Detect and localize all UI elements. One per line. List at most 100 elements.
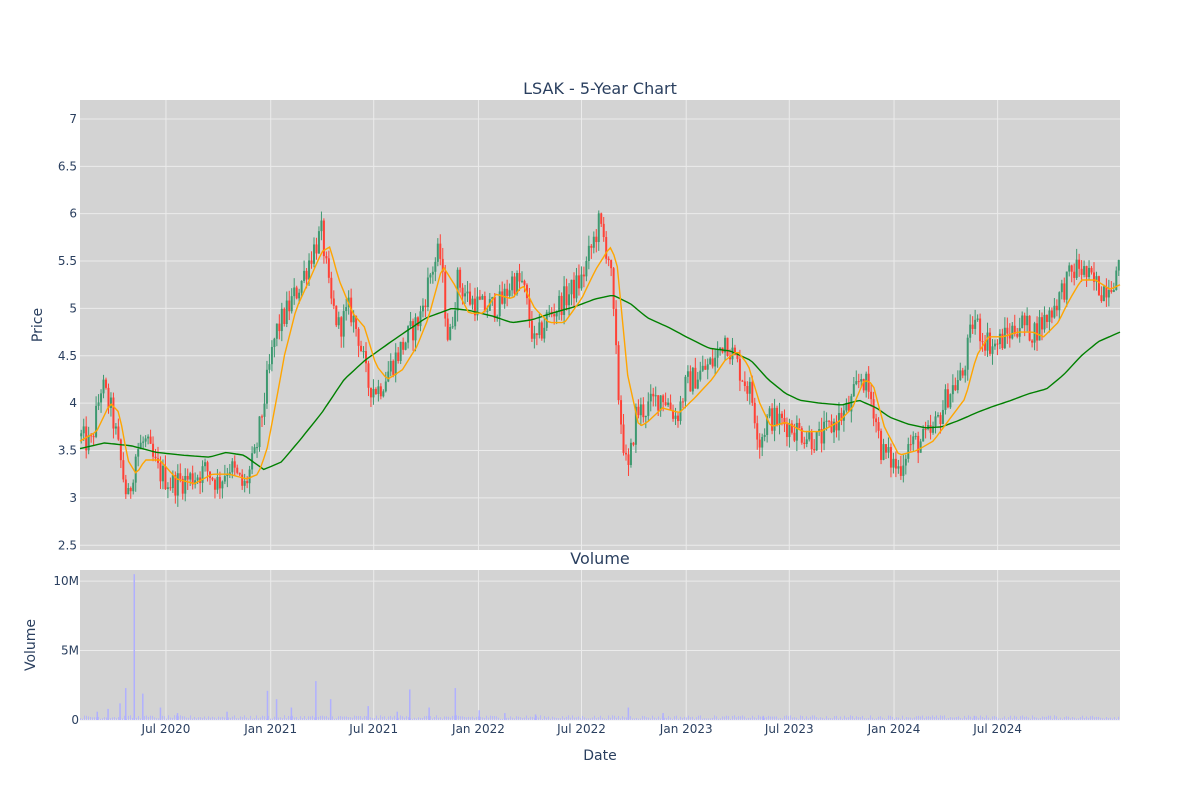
candle-up-body: [486, 310, 489, 312]
candle-up-body: [1021, 315, 1024, 329]
volume-bar: [194, 716, 195, 720]
volume-bar: [200, 717, 201, 720]
candle-up-body: [882, 444, 885, 460]
candle-up-body: [345, 307, 348, 312]
volume-bar: [314, 717, 315, 720]
volume-bar: [838, 718, 839, 720]
candle-down-body: [625, 452, 627, 455]
candle-down-body: [117, 426, 120, 440]
candle-down-body: [870, 391, 873, 400]
candle-up-body: [466, 291, 469, 294]
volume-bar: [916, 716, 917, 720]
candle-up-body: [563, 286, 566, 315]
candle-up-body: [731, 347, 734, 360]
price-plot-area: [80, 100, 1120, 550]
candle-down-body: [751, 381, 754, 403]
candle-down-body: [781, 413, 783, 418]
volume-bar: [842, 718, 843, 720]
candle-down-body: [211, 477, 214, 480]
candle-down-body: [820, 429, 823, 444]
candle-up-body: [860, 379, 863, 382]
volume-bar: [324, 716, 325, 720]
volume-spike-bar: [133, 574, 136, 720]
candle-up-body: [147, 436, 150, 439]
candle-down-body: [174, 475, 177, 496]
candle-up-body: [1043, 314, 1046, 330]
volume-bar: [136, 717, 137, 720]
candle-up-body: [377, 386, 380, 395]
candle-up-body: [253, 447, 256, 454]
volume-bar: [900, 718, 901, 720]
candle-up-body: [362, 351, 365, 353]
candle-up-body: [805, 439, 808, 445]
volume-bar: [1084, 718, 1085, 720]
volume-bar: [452, 715, 453, 720]
candle-down-body: [218, 477, 221, 489]
candle-up-body: [912, 436, 915, 445]
candle-up-body: [508, 290, 511, 296]
volume-bar: [500, 718, 501, 720]
volume-bar: [502, 718, 503, 720]
candle-down-body: [513, 276, 516, 294]
volume-bar: [400, 715, 401, 720]
volume-bar: [880, 716, 881, 720]
volume-bar: [884, 718, 885, 720]
candle-down-body: [758, 439, 761, 448]
candle-up-body: [761, 436, 764, 448]
candle-up-body: [639, 404, 642, 416]
candle-up-body: [204, 462, 207, 467]
candle-up-body: [1112, 290, 1115, 292]
volume-bar: [508, 717, 509, 720]
volume-bar: [552, 716, 553, 720]
candle-down-body: [1055, 305, 1058, 311]
volume-bar: [164, 716, 165, 720]
volume-bar: [284, 715, 285, 720]
date-x-tick: Jul 2024: [972, 722, 1022, 736]
candle-up-body: [476, 296, 479, 316]
candle-down-body: [112, 397, 115, 429]
volume-bar: [976, 716, 977, 720]
candle-down-body: [924, 429, 927, 431]
volume-bar: [468, 716, 469, 720]
candle-down-body: [872, 399, 875, 419]
volume-bar: [1030, 718, 1031, 720]
volume-bar: [712, 717, 713, 720]
volume-bar: [680, 716, 681, 720]
volume-bar: [944, 715, 945, 720]
volume-bar: [782, 718, 783, 720]
candle-down-body: [236, 467, 239, 473]
candle-down-body: [1085, 266, 1088, 278]
volume-bar: [268, 715, 269, 720]
volume-bar: [112, 717, 113, 720]
candle-down-body: [1016, 333, 1019, 337]
volume-bar: [694, 718, 695, 720]
candle-up-body: [431, 271, 434, 275]
volume-bar: [518, 716, 519, 720]
volume-bar: [536, 716, 537, 720]
volume-bar: [818, 718, 819, 720]
candle-down-body: [743, 381, 746, 387]
volume-bar: [266, 718, 267, 720]
volume-bar: [612, 715, 613, 720]
candle-up-body: [100, 393, 103, 403]
candle-up-body: [773, 407, 776, 431]
volume-bar: [454, 715, 455, 720]
candle-down-body: [776, 407, 779, 425]
candle-up-body: [270, 346, 273, 365]
candle-up-body: [372, 388, 375, 398]
volume-bar: [696, 717, 697, 720]
candle-up-body: [709, 358, 712, 365]
candle-up-body: [944, 389, 947, 410]
volume-bar: [748, 717, 749, 720]
candle-up-body: [585, 260, 588, 277]
volume-bar: [358, 716, 359, 720]
candle-down-body: [1045, 314, 1048, 322]
volume-bar: [742, 715, 743, 720]
candle-up-body: [575, 275, 578, 299]
volume-bar: [714, 715, 715, 720]
candle-up-body: [922, 429, 925, 442]
volume-bar: [510, 716, 511, 720]
candle-up-body: [1095, 276, 1098, 282]
volume-bar: [946, 718, 947, 720]
volume-bar: [966, 717, 967, 720]
